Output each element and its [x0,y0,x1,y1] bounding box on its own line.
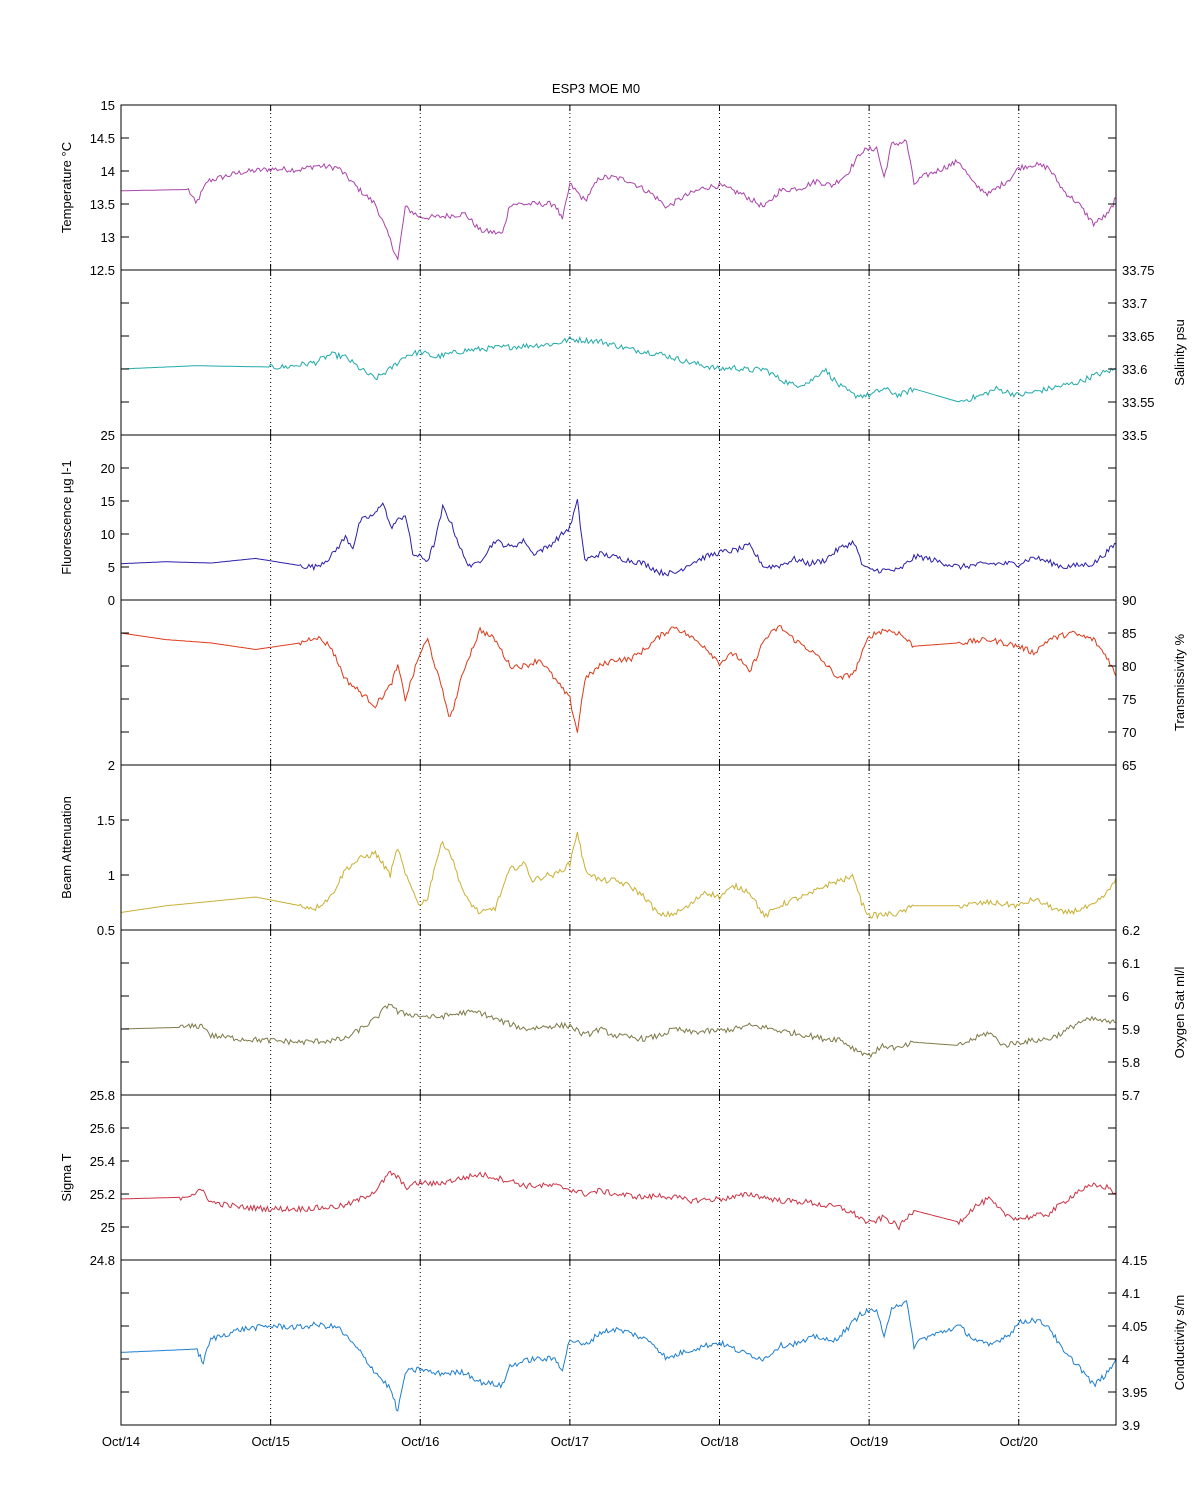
y-tick-label: 65 [1122,758,1136,773]
y-tick-label: 24.8 [90,1253,115,1268]
y-tick-label: 1 [108,868,115,883]
series-fluorescence [120,499,1117,577]
x-tick-label: Oct/16 [401,1434,439,1449]
series-beam_attenuation [120,831,1117,920]
panel-sigma_t: 24.8 25 25.2 25.4 25.6 25.8 Sigma T [59,1088,1117,1268]
y-tick-label: 4.05 [1122,1319,1147,1334]
y-tick-label: 25 [101,428,115,443]
x-tick-label: Oct/17 [551,1434,589,1449]
y-tick-label: 80 [1122,659,1136,674]
y-tick-label: 5.8 [1122,1055,1140,1070]
y-tick-label: 25.4 [90,1154,115,1169]
y-axis-label: Temperature °C [59,142,74,233]
y-tick-label: 90 [1122,593,1136,608]
x-tick-label: Oct/19 [850,1434,888,1449]
y-tick-label: 2 [108,758,115,773]
panel-transmissivity: 65 70 75 80 85 90 Transmissivity % [120,593,1187,773]
y-axis-label: Salinity psu [1172,319,1187,385]
panel-temperature: 12.5 13 13.5 14 14.5 15 Temperature °C [59,98,1117,278]
x-tick-label: Oct/18 [700,1434,738,1449]
series-temperature [121,139,1117,262]
chart-title: ESP3 MOE M0 [552,81,640,96]
y-tick-label: 25 [101,1220,115,1235]
y-tick-label: 4 [1122,1352,1129,1367]
x-tick-label: Oct/14 [102,1434,140,1449]
y-tick-label: 75 [1122,692,1136,707]
y-tick-label: 12.5 [90,263,115,278]
y-tick-label: 13.5 [90,197,115,212]
y-axis-label: Transmissivity % [1172,634,1187,731]
x-tick-label: Oct/20 [1000,1434,1038,1449]
y-tick-label: 33.75 [1122,263,1155,278]
panel-conductivity: 3.9 3.95 4 4.05 4.1 4.15 Conductivity s/m [120,1253,1187,1433]
y-tick-label: 20 [101,461,115,476]
y-axis-label: Beam Attenuation [59,796,74,899]
y-tick-label: 70 [1122,725,1136,740]
panel-oxygen_sat: 5.7 5.8 5.9 6 6.1 6.2 Oxygen Sat ml/l [120,923,1187,1103]
series-oxygen_sat [121,1003,1117,1059]
y-axis-label: Fluorescence µg l-1 [59,460,74,574]
y-tick-label: 0.5 [97,923,115,938]
y-tick-label: 25.8 [90,1088,115,1103]
y-axis-label: Sigma T [59,1153,74,1201]
panel-frame [120,1259,1117,1426]
series-conductivity [120,1300,1117,1412]
series-sigma_t [121,1170,1117,1231]
y-tick-label: 14 [101,164,115,179]
y-tick-label: 5.7 [1122,1088,1140,1103]
y-tick-label: 33.5 [1122,428,1147,443]
y-tick-label: 0 [108,593,115,608]
y-tick-label: 25.2 [90,1187,115,1202]
x-axis: Oct/14 Oct/15 Oct/16 Oct/17 Oct/18 Oct/19 Oct/… [102,1434,1038,1449]
panel-salinity: 33.5 33.55 33.6 33.65 33.7 33.75 Salinity psu [120,263,1187,443]
y-tick-label: 15 [101,98,115,113]
y-tick-label: 3.95 [1122,1385,1147,1400]
y-tick-label: 6.1 [1122,956,1140,971]
y-tick-label: 6 [1122,989,1129,1004]
y-tick-label: 33.6 [1122,362,1147,377]
y-tick-label: 4.15 [1122,1253,1147,1268]
y-tick-label: 15 [101,494,115,509]
panel-fluorescence: 0 5 10 15 20 25 Fluorescence µg l-1 [59,428,1117,608]
y-axis-label: Conductivity s/m [1172,1295,1187,1390]
y-tick-label: 3.9 [1122,1418,1140,1433]
y-tick-label: 33.55 [1122,395,1155,410]
panel-beam_attenuation: 0.5 1 1.5 2 Beam Attenuation [59,758,1117,938]
y-tick-label: 5 [108,560,115,575]
y-tick-label: 10 [101,527,115,542]
y-tick-label: 13 [101,230,115,245]
y-tick-label: 6.2 [1122,923,1140,938]
y-tick-label: 85 [1122,626,1136,641]
series-salinity [120,335,1117,403]
y-tick-label: 5.9 [1122,1022,1140,1037]
y-tick-label: 25.6 [90,1121,115,1136]
y-tick-label: 4.1 [1122,1286,1140,1301]
series-transmissivity [120,624,1117,733]
x-tick-label: Oct/15 [251,1434,289,1449]
y-tick-label: 33.65 [1122,329,1155,344]
y-axis-label: Oxygen Sat ml/l [1172,967,1187,1059]
y-tick-label: 14.5 [90,131,115,146]
y-tick-label: 33.7 [1122,296,1147,311]
y-tick-label: 1.5 [97,813,115,828]
